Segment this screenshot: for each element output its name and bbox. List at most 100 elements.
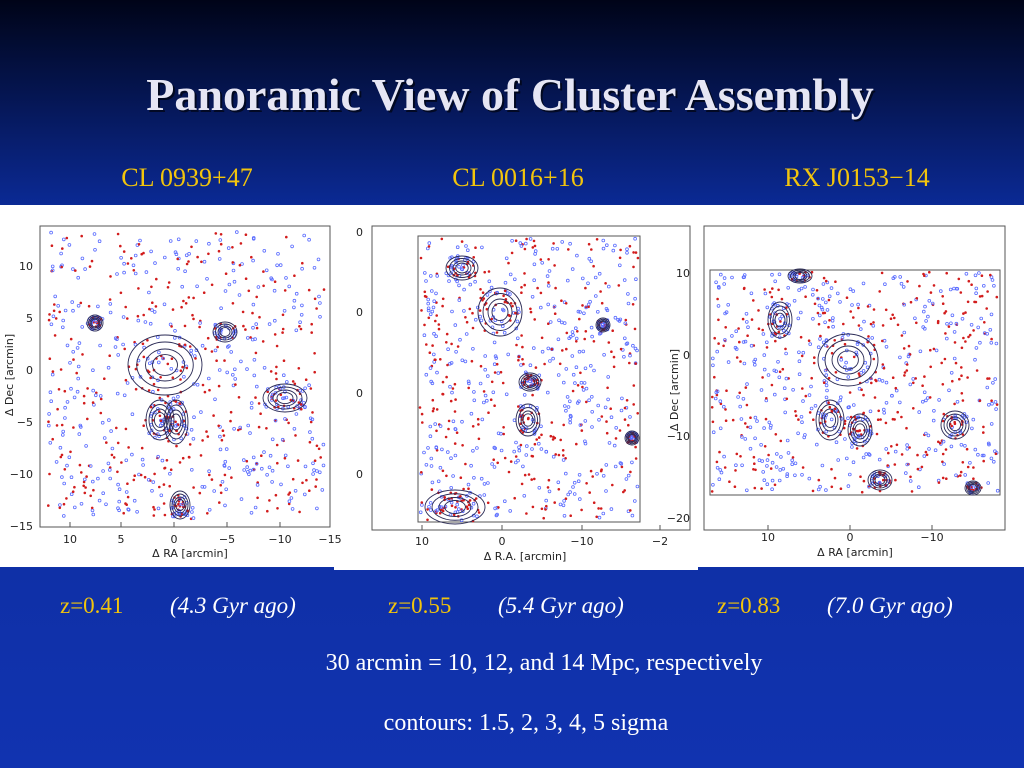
blue-dot [456, 507, 461, 511]
blue-dot [431, 305, 436, 310]
red-dot [216, 345, 219, 349]
blue-dot [422, 333, 427, 338]
blue-dot [173, 336, 177, 340]
blue-dot [190, 510, 194, 514]
blue-dot [424, 279, 428, 283]
blue-dot [831, 324, 835, 329]
blue-dot [265, 472, 269, 477]
blue-dot [868, 409, 873, 414]
red-dot [916, 467, 920, 471]
blue-dot [752, 362, 757, 367]
blue-dot [749, 291, 754, 296]
blue-dot [445, 450, 450, 454]
red-dot [761, 328, 764, 332]
blue-dot [973, 273, 978, 278]
blue-dot [107, 418, 111, 422]
red-dot [619, 248, 622, 252]
blue-dot [76, 376, 80, 381]
blue-dot [545, 274, 550, 278]
red-dot [923, 375, 926, 378]
red-dot [72, 426, 75, 429]
blue-dot [780, 314, 784, 319]
red-dot [972, 329, 975, 332]
blue-dot [883, 282, 887, 287]
red-dot [830, 467, 833, 471]
red-dot [607, 341, 611, 344]
red-dot [584, 330, 588, 333]
blue-dot [69, 386, 73, 391]
blue-dot [510, 239, 514, 243]
blue-dot [233, 367, 237, 372]
blue-dot [825, 308, 830, 312]
blue-dot [153, 261, 157, 265]
x-axis-label: Δ R.A. [arcmin] [484, 550, 567, 563]
red-dot [517, 355, 521, 359]
blue-dot [816, 345, 821, 350]
blue-dot [870, 336, 874, 340]
red-dot [454, 398, 457, 401]
blue-dot [954, 473, 958, 478]
blue-dot [68, 360, 72, 365]
red-dot [611, 483, 614, 487]
blue-dot [110, 446, 115, 451]
red-dot [561, 349, 564, 352]
blue-dot [952, 356, 957, 361]
blue-dot [159, 493, 164, 498]
blue-dot [823, 343, 828, 348]
red-dot [142, 355, 146, 359]
red-dot [532, 239, 536, 243]
blue-dot [834, 440, 839, 445]
blue-dot [557, 318, 561, 323]
blue-dot [472, 398, 477, 403]
blue-dot [924, 398, 928, 403]
blue-dot [581, 349, 586, 354]
red-dot [492, 458, 496, 462]
red-dot [738, 391, 741, 395]
red-dot [435, 314, 439, 317]
plot-box [709, 269, 1001, 496]
red-dot [915, 321, 918, 325]
red-dot [315, 444, 319, 448]
red-dot [421, 421, 424, 424]
red-dot [770, 383, 774, 387]
blue-dot [568, 417, 572, 422]
blue-dot [774, 452, 779, 456]
red-dot [192, 486, 195, 489]
blue-dot [992, 283, 996, 288]
blue-dot [547, 269, 552, 273]
red-dot [261, 340, 265, 343]
red-dot [525, 512, 528, 515]
red-dot [495, 331, 499, 334]
red-dot [960, 423, 964, 426]
red-dot [308, 489, 311, 493]
blue-dot [744, 320, 749, 324]
red-dot [184, 302, 188, 305]
red-dot [950, 424, 953, 428]
blue-dot [989, 422, 994, 426]
blue-dot [108, 302, 113, 306]
blue-dot [989, 312, 994, 317]
red-dot [525, 237, 528, 241]
blue-dot [548, 320, 553, 324]
blue-dot [596, 403, 600, 408]
red-dot [194, 357, 197, 360]
red-dot [178, 461, 182, 464]
blue-dot [518, 241, 523, 245]
redshift: z=0.55 [388, 593, 451, 618]
blue-dot [884, 400, 889, 405]
red-dot [105, 441, 108, 444]
contour [523, 376, 537, 388]
blue-dot [800, 420, 804, 425]
red-dot [275, 377, 278, 381]
blue-dot [438, 424, 443, 428]
blue-dot [62, 481, 66, 486]
blue-dot [781, 328, 786, 333]
red-dot [132, 269, 136, 272]
red-dot [185, 262, 189, 266]
blue-dot [141, 463, 145, 467]
red-dot [143, 475, 147, 479]
red-dot [116, 232, 120, 236]
red-dot [634, 362, 637, 365]
blue-dot [106, 365, 111, 370]
red-dot [560, 299, 563, 303]
